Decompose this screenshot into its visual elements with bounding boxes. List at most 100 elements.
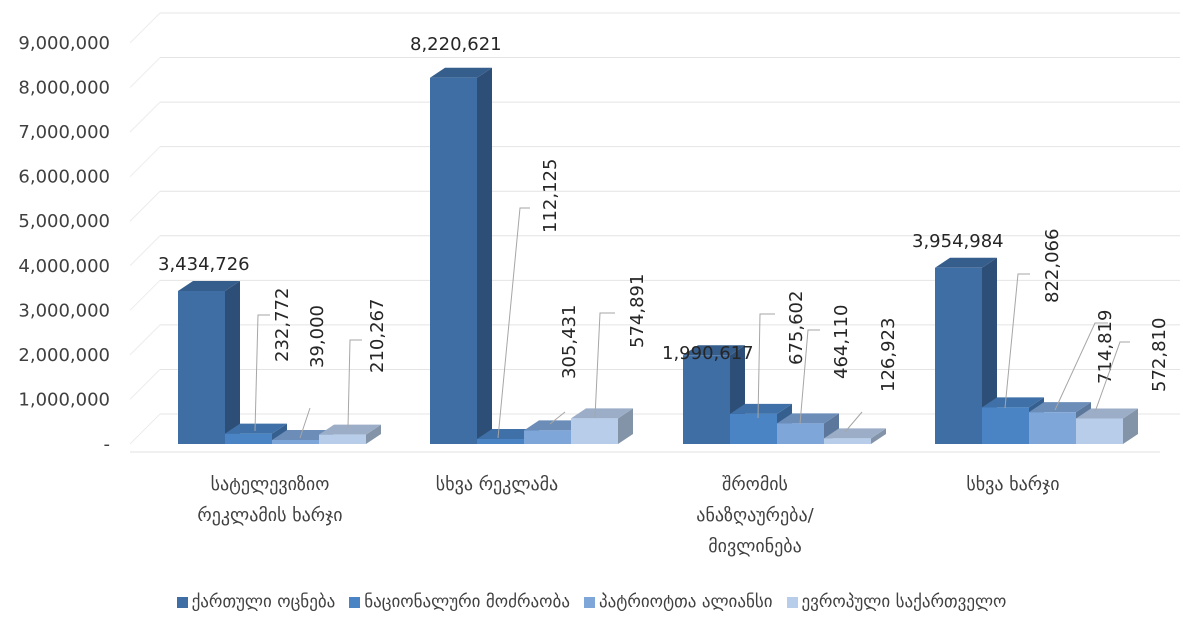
bar-front [777, 423, 824, 444]
bar-front [178, 290, 225, 444]
data-label: 714,819 [1095, 310, 1116, 384]
data-label: 574,891 [627, 274, 648, 348]
data-label: 572,810 [1149, 318, 1170, 392]
bar-front [683, 355, 730, 444]
bar-front [730, 413, 777, 444]
gridline-side [129, 57, 161, 88]
legend-swatch [176, 596, 188, 608]
bar-top [1029, 402, 1091, 413]
chart-legend: ქართული ოცნება ნაციონალური მოძრაობა პატრიო… [0, 592, 1183, 612]
data-label: 39,000 [307, 305, 328, 368]
category-label: მივლინება [708, 536, 801, 557]
gridline-side [129, 324, 161, 356]
y-tick-label: 7,000,000 [18, 122, 110, 143]
leader-line [844, 411, 863, 433]
bar-top [777, 413, 839, 424]
data-label: 3,434,726 [158, 254, 250, 275]
y-tick-label: 8,000,000 [18, 78, 110, 99]
bar-side [225, 280, 240, 444]
gridline-side [129, 235, 161, 267]
data-label: 1,990,617 [662, 343, 754, 364]
bar-top [319, 424, 381, 435]
y-tick-label: - [104, 434, 111, 455]
bar-top [571, 408, 633, 419]
leader-line [799, 329, 820, 425]
bar-front [1076, 418, 1123, 444]
bar [1076, 408, 1138, 444]
bar-front [571, 418, 618, 444]
bar-front [272, 440, 319, 444]
legend-item: ევროპული საქართველო [786, 592, 1007, 612]
legend-swatch [786, 596, 798, 608]
category-label: სხვა ხარჯი [966, 474, 1059, 495]
bar-front [430, 77, 477, 445]
y-tick-label: 2,000,000 [18, 345, 110, 366]
bar-front [524, 430, 571, 444]
bar-front [982, 407, 1029, 444]
leader-line [757, 313, 775, 419]
category-label: რეკლამის ხარჯი [197, 505, 342, 526]
bar [430, 67, 492, 445]
bar-side [1123, 408, 1138, 444]
bar-front [824, 438, 871, 444]
legend-label: პატრიოტთა ალიანსი [598, 592, 773, 612]
legend-label: ნაციონალური მოძრაობა [364, 592, 570, 612]
bar-top [430, 67, 492, 78]
bar-top [824, 428, 886, 439]
bar-side [871, 428, 886, 444]
bar-front [477, 439, 524, 444]
bar-top [225, 423, 287, 434]
y-tick-label: 3,000,000 [18, 300, 110, 321]
gridline-side [129, 369, 161, 400]
leader-line [1004, 273, 1030, 409]
bar-side [477, 67, 492, 445]
gridline-side [129, 12, 161, 44]
bar-top [1076, 408, 1138, 419]
y-tick-label: 1,000,000 [18, 389, 110, 410]
gridline-side [129, 279, 161, 311]
data-label: 210,267 [367, 299, 388, 373]
category-label: შრომის [722, 474, 788, 495]
bar-side [366, 424, 381, 444]
leader-line [594, 312, 615, 418]
data-label: 675,602 [786, 291, 807, 365]
bar-side [618, 408, 633, 444]
data-label: 8,220,621 [410, 34, 502, 55]
bar-top [683, 345, 745, 356]
leader-line [1054, 322, 1108, 411]
leader-line [497, 207, 530, 439]
bar-top [982, 397, 1044, 408]
legend-label: ქართული ოცნება [191, 592, 336, 612]
leader-line [299, 407, 311, 439]
gridline-side [129, 101, 161, 133]
bar-top [730, 403, 792, 414]
legend-swatch [583, 596, 595, 608]
bar [178, 280, 240, 444]
bar [571, 408, 633, 444]
data-label: 232,772 [272, 288, 293, 362]
y-tick-label: 5,000,000 [18, 211, 110, 232]
data-label: 126,923 [878, 318, 899, 392]
bar-front [935, 267, 982, 444]
bar-top [524, 420, 586, 431]
data-label: 822,066 [1042, 229, 1063, 303]
category-label: ანაზღაურება/ [696, 505, 814, 526]
gridline-side [129, 146, 161, 178]
bar [824, 428, 886, 444]
legend-label: ევროპული საქართველო [801, 592, 1007, 612]
data-label: 3,954,984 [912, 231, 1004, 252]
leader-line [549, 411, 566, 425]
gridline-side [129, 413, 161, 445]
bar-top [272, 430, 334, 440]
bar-front [319, 434, 366, 444]
leader-line [254, 314, 270, 432]
data-label: 305,431 [559, 305, 580, 379]
bar [935, 257, 997, 444]
legend-item: ქართული ოცნება [176, 592, 336, 612]
leader-line [347, 339, 362, 429]
data-label: 464,110 [831, 305, 852, 379]
legend-item: ნაციონალური მოძრაობა [349, 592, 570, 612]
bar [319, 424, 381, 444]
y-tick-label: 9,000,000 [18, 33, 110, 54]
